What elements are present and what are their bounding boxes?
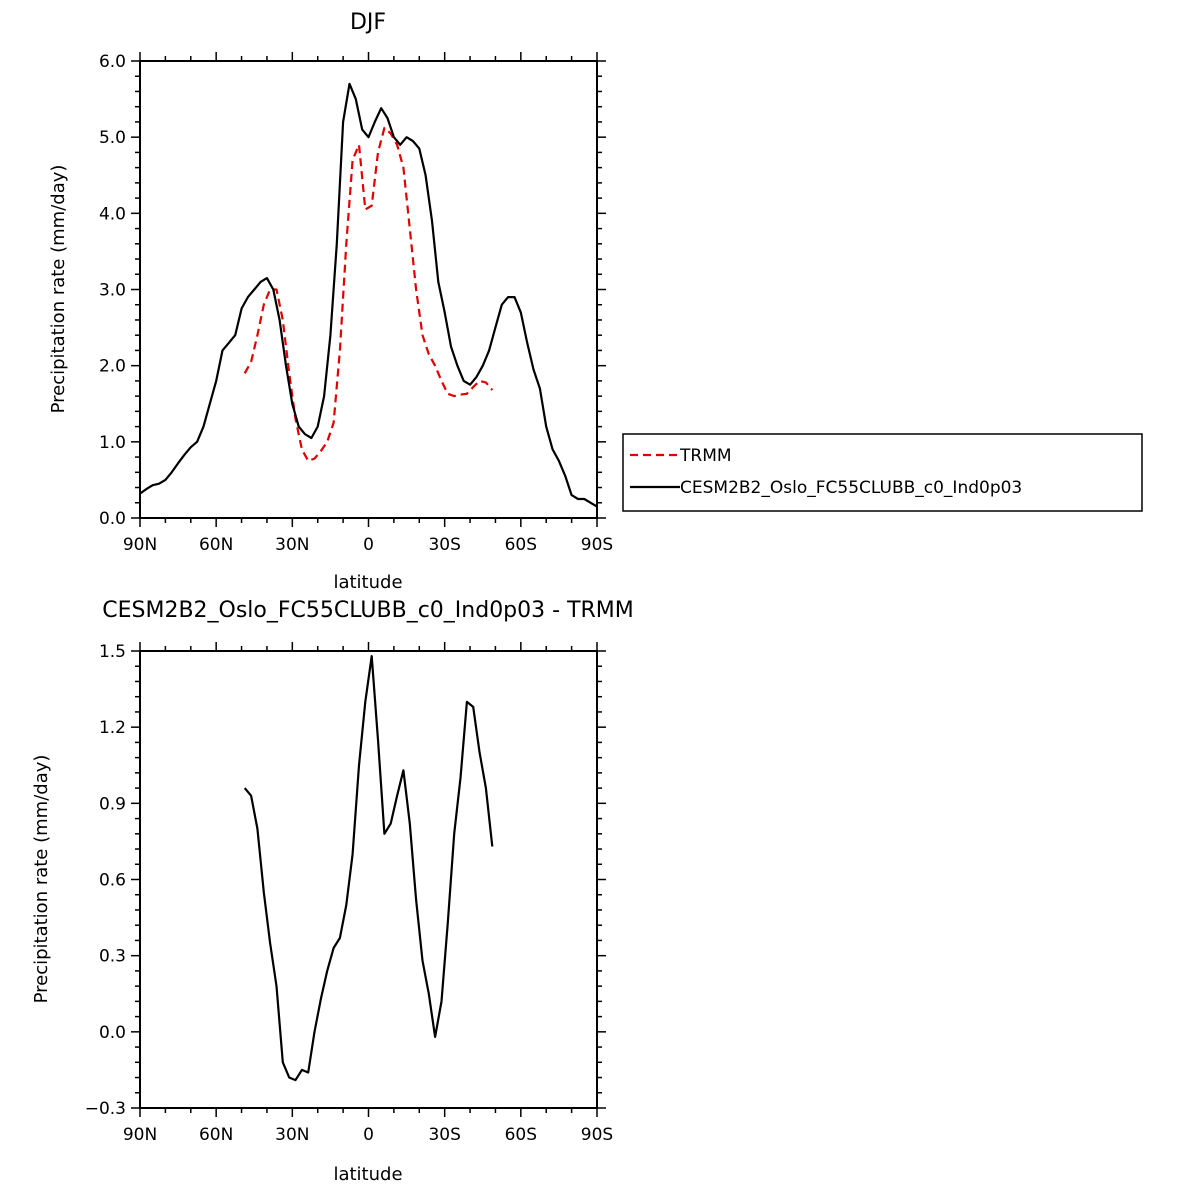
series-group [243,655,494,1082]
plot-frame [139,60,598,519]
y-axis: −0.3 0.0 0.3 0.6 0.9 1.2 1.5 [85,642,606,1119]
djf-panel: DJF 90N 60N 30N 0 30S 60S 90S 0.0 1.0 2.0 3.0 4.0 5… [48,10,1143,593]
chart-title: DJF [350,10,386,35]
series-line-cesm2b2-oslo-fc55clubb-c0-ind0p03 [139,82,598,508]
x-tick-label: 0 [363,1125,374,1145]
x-tick-label: 90S [581,535,613,555]
y-axis: 0.0 1.0 2.0 3.0 4.0 5.0 6.0 [99,52,606,529]
x-axis-label: latitude [333,1164,402,1185]
x-tick-label: 90N [123,535,157,555]
x-tick-label: 60S [505,535,537,555]
y-tick-label: 4.0 [99,204,126,224]
x-tick-label: 30S [428,1125,460,1145]
chart-title: CESM2B2_Oslo_FC55CLUBB_c0_Ind0p03 - TRMM [102,598,634,623]
legend: TRMM CESM2B2_Oslo_FC55CLUBB_c0_Ind0p03 [622,433,1143,512]
y-tick-label: 0.0 [99,1023,126,1043]
difference-panel: CESM2B2_Oslo_FC55CLUBB_c0_Ind0p03 - TRMM… [31,598,634,1185]
y-tick-label: 6.0 [99,52,126,72]
y-axis-label: Precipitation rate (mm/day) [31,755,52,1004]
x-tick-label: 90S [581,1125,613,1145]
x-tick-label: 30N [275,535,309,555]
y-axis-label: Precipitation rate (mm/day) [48,165,69,414]
y-tick-label: 0.0 [99,509,126,529]
x-axis-label: latitude [333,572,402,593]
y-tick-label: 5.0 [99,128,126,148]
y-tick-label: 0.9 [99,794,126,814]
x-tick-label: 0 [363,535,374,555]
y-tick-label: 1.2 [99,718,126,738]
y-tick-label: 1.0 [99,433,126,453]
x-axis: 90N 60N 30N 0 30S 60S 90S [123,642,613,1145]
series-line-trmm [243,126,494,462]
series-group [139,82,598,508]
plot-frame [139,650,598,1109]
x-tick-label: 60N [199,535,233,555]
x-tick-label: 60S [505,1125,537,1145]
x-tick-label: 90N [123,1125,157,1145]
y-tick-label: −0.3 [85,1099,126,1119]
x-tick-label: 30S [428,535,460,555]
legend-label-cesm: CESM2B2_Oslo_FC55CLUBB_c0_Ind0p03 [680,478,1022,498]
y-tick-label: 0.6 [99,871,126,891]
legend-box [622,433,1143,512]
y-tick-label: 3.0 [99,281,126,301]
series-line-0 [243,655,494,1082]
x-tick-label: 30N [275,1125,309,1145]
legend-label-trmm: TRMM [679,446,732,466]
x-tick-label: 60N [199,1125,233,1145]
y-tick-label: 2.0 [99,357,126,377]
x-axis: 90N 60N 30N 0 30S 60S 90S [123,52,613,555]
y-tick-label: 0.3 [99,947,126,967]
y-tick-label: 1.5 [99,642,126,662]
